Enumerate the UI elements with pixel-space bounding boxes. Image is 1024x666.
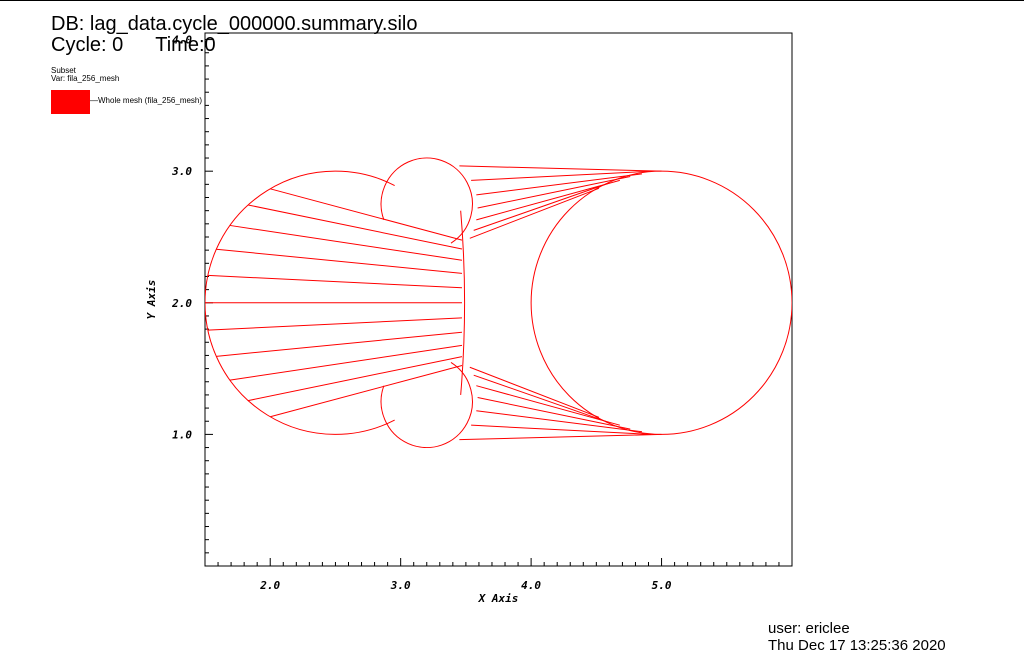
x-tick-label: 4.0 xyxy=(521,579,541,592)
top-bump-outline xyxy=(380,157,473,244)
database-title: DB: lag_data.cycle_000000.summary.silo xyxy=(51,13,418,35)
bottom-fan-line xyxy=(477,397,631,430)
y-tick-label: 3.0 xyxy=(171,165,192,178)
left-fan-line xyxy=(248,204,463,250)
timestamp-label: Thu Dec 17 13:25:36 2020 xyxy=(768,637,946,654)
left-fan-line xyxy=(248,356,463,402)
mesh-lines xyxy=(205,157,792,449)
tick-labels: 2.0 3.0 4.0 5.0 1.0 2.0 3.0 4.0 xyxy=(171,34,672,592)
top-fan-line xyxy=(477,175,631,209)
bottom-fan-line xyxy=(459,433,662,441)
bottom-fan-line xyxy=(469,366,600,418)
y-tick-label: 4.0 xyxy=(172,34,192,47)
y-tick-label: 1.0 xyxy=(172,428,192,441)
bottom-bump-outline xyxy=(380,362,473,449)
cycle-label: Cycle: 0 xyxy=(51,34,124,56)
left-fan-line xyxy=(270,188,463,241)
x-tick-label: 2.0 xyxy=(259,579,280,592)
left-fan-line xyxy=(229,224,463,261)
right-circle xyxy=(530,170,792,435)
top-fan-line xyxy=(471,170,652,181)
legend-subset-label: Subset xyxy=(51,66,76,75)
bottom-fan-line xyxy=(471,424,652,435)
x-axis-label: X Axis xyxy=(478,592,519,605)
top-fan-line xyxy=(469,187,600,239)
inner-edge xyxy=(460,210,466,395)
bottom-fan-line xyxy=(476,385,620,426)
left-fan-line xyxy=(270,364,463,418)
top-fan-line xyxy=(476,179,620,221)
left-fan-line xyxy=(216,248,463,274)
time-label: Time:0 xyxy=(155,34,216,56)
left-fan-line xyxy=(207,317,462,331)
top-fan-line xyxy=(476,173,643,196)
legend-color-swatch xyxy=(51,90,90,114)
top-border-line xyxy=(0,0,1024,1)
legend-entry-label: Whole mesh (fila_256_mesh) xyxy=(90,96,202,105)
legend-var-label: Var: fila_256_mesh xyxy=(51,74,120,83)
left-fan-line xyxy=(229,344,463,381)
x-tick-label: 5.0 xyxy=(652,579,672,592)
user-label: user: ericlee xyxy=(768,620,850,637)
mesh-group xyxy=(205,157,792,449)
left-fan-line xyxy=(207,274,462,289)
bottom-fan-line xyxy=(476,410,643,433)
left-fan-line xyxy=(216,331,463,357)
cycle-time-line: Cycle: 0 Time:0 xyxy=(51,35,216,55)
x-tick-label: 3.0 xyxy=(390,579,411,592)
y-tick-label: 2.0 xyxy=(171,297,192,310)
bottom-fan-line xyxy=(473,374,610,424)
plot-frame xyxy=(204,32,793,567)
top-fan-line xyxy=(459,165,662,172)
top-fan-line xyxy=(473,182,610,231)
y-axis-label: Y Axis xyxy=(145,280,158,320)
